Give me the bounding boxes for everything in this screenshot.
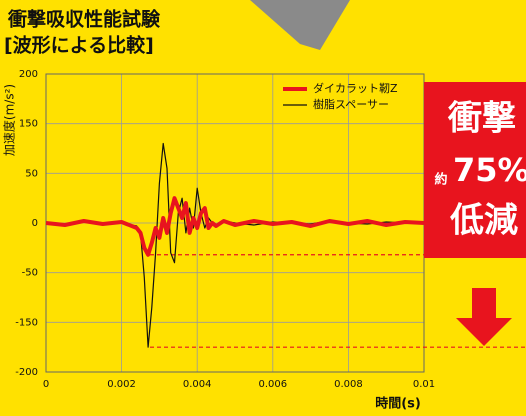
series-line: [45, 196, 425, 257]
y-tick-label: 200: [19, 69, 38, 80]
x-axis-label: 時間(s): [375, 396, 421, 412]
y-tick-label: -150: [15, 317, 38, 328]
callout-text: 75%: [453, 151, 526, 189]
y-tick-label: 0: [32, 218, 38, 229]
chart-title: 衝撃吸収性能試験: [7, 8, 161, 31]
x-tick-label: 0.002: [107, 379, 136, 390]
y-tick-label: -50: [22, 268, 38, 279]
y-tick-label: 50: [25, 168, 38, 179]
x-tick-label: 0: [43, 379, 49, 390]
chart-subtitle: [波形による比較]: [4, 34, 154, 57]
x-tick-label: 0.008: [334, 379, 363, 390]
legend-label: 樹脂スペーサー: [313, 97, 389, 111]
x-tick-label: 0.01: [413, 379, 435, 390]
callout-text: 衝撃: [447, 99, 516, 139]
legend-label: ダイカラット靭Z: [313, 81, 398, 95]
callout-text: 約: [434, 172, 447, 188]
x-tick-label: 0.004: [183, 379, 212, 390]
y-tick-label: 150: [19, 119, 38, 130]
photo-fragment: [250, 0, 350, 50]
callout-box: [424, 82, 526, 258]
y-tick-label: -200: [15, 367, 38, 378]
y-axis-label: 加速度(m/s²): [2, 84, 17, 156]
callout-arrow: [456, 288, 512, 346]
callout-text: 低減: [450, 201, 518, 241]
x-tick-label: 0.006: [258, 379, 287, 390]
